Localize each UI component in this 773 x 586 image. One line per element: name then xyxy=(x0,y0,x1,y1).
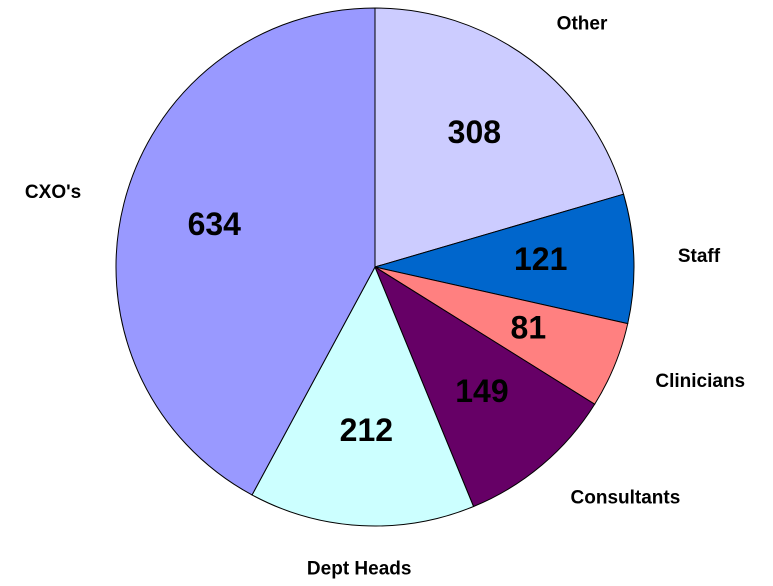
pie-slice xyxy=(374,193,635,325)
value-label: 212 xyxy=(340,412,393,448)
category-label: Consultants xyxy=(571,488,681,509)
category-label: CXO's xyxy=(25,182,81,203)
value-label: 308 xyxy=(448,114,501,150)
category-label: Clinicians xyxy=(655,371,745,392)
pie-slice xyxy=(374,7,625,268)
pie-slice xyxy=(373,265,596,508)
category-label: Staff xyxy=(678,246,721,267)
pie-slice xyxy=(251,265,475,527)
value-label: 81 xyxy=(511,309,547,345)
value-label: 121 xyxy=(514,241,567,277)
category-label: Dept Heads xyxy=(307,559,412,580)
value-label: 149 xyxy=(455,373,508,409)
pie-slice xyxy=(115,7,376,496)
value-label: 634 xyxy=(188,206,242,242)
category-label: Other xyxy=(557,13,608,34)
